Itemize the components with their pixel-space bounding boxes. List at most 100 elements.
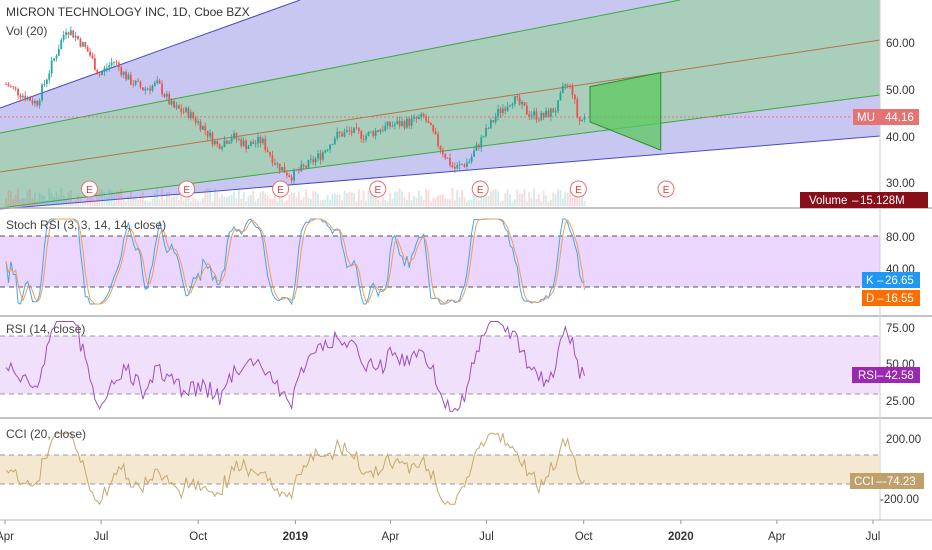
candle-body bbox=[98, 74, 101, 76]
cci-tick-200: 200.00 bbox=[886, 434, 921, 446]
candle-body bbox=[293, 169, 295, 181]
candle-body bbox=[108, 65, 111, 68]
earnings-marker[interactable] bbox=[272, 180, 290, 198]
x-tick-label: 2019 bbox=[283, 531, 309, 543]
candle-body bbox=[369, 131, 372, 133]
rsi-pane: RSI (14, close) bbox=[0, 321, 880, 412]
candle-body bbox=[528, 114, 531, 117]
volume-bar bbox=[449, 199, 451, 206]
volume-bar bbox=[149, 201, 151, 206]
volume-bar bbox=[69, 190, 72, 206]
volume-bar bbox=[115, 191, 118, 206]
cci-title: CCI (20, close) bbox=[6, 427, 86, 441]
volume-bar bbox=[225, 197, 228, 206]
candle-body bbox=[492, 120, 495, 122]
cci-tag-bg bbox=[850, 473, 924, 489]
volume-bar bbox=[338, 194, 341, 206]
volume-bar bbox=[417, 191, 420, 206]
candle-body bbox=[223, 140, 226, 147]
candle-body bbox=[504, 108, 507, 111]
stoch-rsi-pane: Stoch RSI (3, 3, 14, 14, close) bbox=[0, 218, 880, 306]
volume-bar bbox=[285, 200, 288, 206]
cci-tag-label: CCI bbox=[854, 476, 874, 488]
earnings-marker[interactable] bbox=[80, 180, 98, 198]
volume-bar bbox=[216, 192, 219, 206]
volume-bar bbox=[537, 194, 540, 206]
volume-bar bbox=[117, 191, 120, 206]
price-axis[interactable]: 60.00 50.00 40.00 30.00 MU 44.16 Volume … bbox=[800, 38, 928, 506]
volume-bar bbox=[365, 200, 367, 206]
volume-bar bbox=[139, 194, 142, 206]
volume-bar bbox=[415, 197, 418, 206]
volume-bar bbox=[67, 192, 70, 206]
stoch-d-line bbox=[5, 218, 585, 305]
volume-bar bbox=[96, 193, 99, 206]
candle-body bbox=[561, 85, 564, 93]
volume-bar bbox=[355, 201, 358, 206]
stoch-rsi-title: Stoch RSI (3, 3, 14, 14, close) bbox=[6, 218, 166, 232]
volume-bar bbox=[345, 192, 348, 206]
volume-bar bbox=[269, 198, 271, 206]
candle-body bbox=[552, 108, 555, 113]
volume-bar bbox=[43, 195, 46, 206]
candle-body bbox=[137, 80, 139, 82]
stoch-tick-80: 80.00 bbox=[886, 232, 915, 244]
candle-body bbox=[252, 141, 255, 144]
time-axis[interactable]: Apr Jul Oct 2019 Apr Jul Oct 2020 Apr Jul bbox=[0, 520, 880, 543]
volume-bar bbox=[494, 188, 497, 206]
volume-bar bbox=[581, 190, 583, 206]
price-tick-60: 60.00 bbox=[886, 38, 915, 50]
volume-bar bbox=[173, 196, 175, 206]
volume-bar bbox=[348, 191, 351, 206]
candle-body bbox=[425, 116, 427, 121]
volume-bar bbox=[540, 200, 543, 206]
candle-body bbox=[403, 121, 406, 128]
vol-indicator-label: Vol (20) bbox=[6, 24, 47, 38]
candle-body bbox=[506, 106, 509, 111]
candle-body bbox=[549, 108, 552, 117]
earnings-marker[interactable] bbox=[657, 180, 675, 198]
volume-bar bbox=[192, 197, 195, 206]
candle-body bbox=[329, 144, 331, 150]
candle-body bbox=[307, 159, 310, 168]
candle-body bbox=[429, 122, 432, 125]
volume-bar bbox=[509, 194, 511, 206]
volume-bar bbox=[137, 199, 139, 206]
candle-body bbox=[408, 118, 411, 126]
earnings-marker[interactable] bbox=[178, 180, 196, 198]
earnings-marker[interactable] bbox=[369, 180, 387, 198]
volume-bar bbox=[554, 194, 557, 206]
volume-bar bbox=[235, 198, 238, 206]
projection-wedge bbox=[589, 71, 662, 151]
volume-bar bbox=[566, 192, 569, 206]
volume-bar bbox=[242, 191, 245, 206]
volume-bar bbox=[384, 199, 387, 206]
earnings-marker[interactable] bbox=[471, 180, 489, 198]
candle-body bbox=[60, 39, 63, 50]
candle-body bbox=[26, 97, 29, 100]
earnings-marker-label: E bbox=[663, 185, 670, 196]
volume-bar bbox=[377, 199, 379, 206]
green-channel-lower-line bbox=[0, 94, 881, 209]
candle-body bbox=[516, 96, 519, 98]
earnings-marker-label: E bbox=[277, 185, 284, 196]
candle-body bbox=[9, 86, 12, 88]
candle-body bbox=[257, 137, 259, 144]
volume-bar bbox=[24, 198, 27, 206]
volume-bar bbox=[233, 191, 235, 206]
volume-bar bbox=[357, 189, 360, 206]
volume-bar bbox=[29, 189, 31, 206]
candle-body bbox=[350, 130, 353, 133]
candle-body bbox=[583, 116, 586, 120]
candle-body bbox=[377, 130, 379, 132]
candle-body bbox=[278, 163, 281, 171]
volume-bar bbox=[271, 198, 274, 206]
candle-body bbox=[281, 167, 283, 171]
candle-body bbox=[182, 111, 185, 113]
earnings-marker[interactable] bbox=[569, 180, 587, 198]
volume-bar bbox=[273, 191, 276, 206]
volume-bar bbox=[9, 191, 12, 206]
candle-body bbox=[453, 167, 456, 169]
volume-bar bbox=[240, 198, 243, 206]
